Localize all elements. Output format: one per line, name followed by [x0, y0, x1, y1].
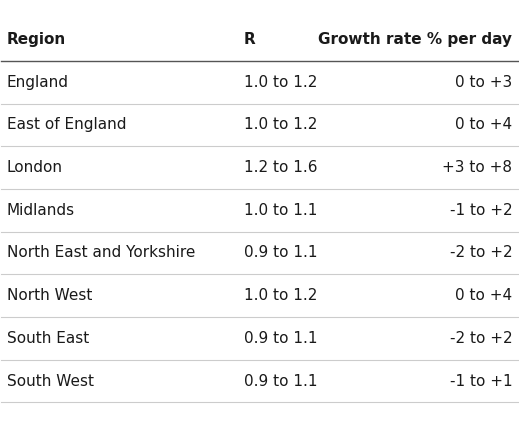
- Text: England: England: [7, 75, 69, 90]
- Text: 1.2 to 1.6: 1.2 to 1.6: [244, 160, 318, 175]
- Text: London: London: [7, 160, 63, 175]
- Text: 0 to +4: 0 to +4: [455, 117, 512, 133]
- Text: 0 to +3: 0 to +3: [455, 75, 512, 90]
- Text: North East and Yorkshire: North East and Yorkshire: [7, 246, 195, 261]
- Text: 1.0 to 1.2: 1.0 to 1.2: [244, 75, 318, 90]
- Text: -1 to +2: -1 to +2: [450, 203, 512, 218]
- Text: Midlands: Midlands: [7, 203, 75, 218]
- Text: 0 to +4: 0 to +4: [455, 288, 512, 303]
- Text: South East: South East: [7, 331, 89, 346]
- Text: East of England: East of England: [7, 117, 126, 133]
- Text: 0.9 to 1.1: 0.9 to 1.1: [244, 331, 318, 346]
- Text: North West: North West: [7, 288, 92, 303]
- Text: 1.0 to 1.2: 1.0 to 1.2: [244, 117, 318, 133]
- Text: +3 to +8: +3 to +8: [443, 160, 512, 175]
- Text: 0.9 to 1.1: 0.9 to 1.1: [244, 374, 318, 388]
- Text: South West: South West: [7, 374, 93, 388]
- Text: 0.9 to 1.1: 0.9 to 1.1: [244, 246, 318, 261]
- Text: 1.0 to 1.1: 1.0 to 1.1: [244, 203, 318, 218]
- Text: R: R: [244, 32, 256, 47]
- Text: -2 to +2: -2 to +2: [450, 246, 512, 261]
- Text: -2 to +2: -2 to +2: [450, 331, 512, 346]
- Text: Region: Region: [7, 32, 66, 47]
- Text: 1.0 to 1.2: 1.0 to 1.2: [244, 288, 318, 303]
- Text: Growth rate % per day: Growth rate % per day: [319, 32, 512, 47]
- Text: -1 to +1: -1 to +1: [450, 374, 512, 388]
